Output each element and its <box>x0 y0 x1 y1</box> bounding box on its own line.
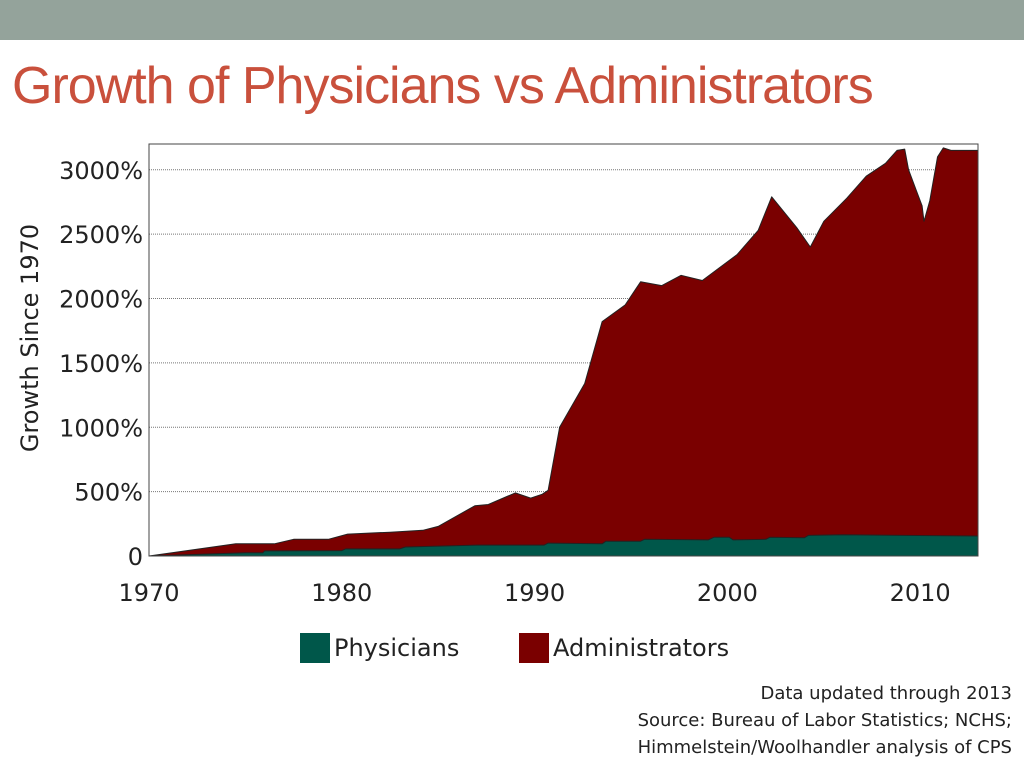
note-line-updated: Data updated through 2013 <box>760 683 1012 704</box>
source-note: Data updated through 2013 Source: Bureau… <box>638 680 1012 761</box>
plot-frame <box>148 143 979 557</box>
page-title: Growth of Physicians vs Administrators <box>12 57 874 115</box>
legend-item-physicians: Physicians <box>300 632 459 664</box>
chart-areas <box>148 147 979 557</box>
x-axis-ticks: 1970 1980 1990 2000 2010 <box>118 579 950 607</box>
y-tick-label: 3000% <box>59 157 143 185</box>
legend-item-administrators: Administrators <box>519 632 729 664</box>
x-tick-label: 1970 <box>118 579 179 607</box>
y-tick-label: 0 <box>128 543 143 571</box>
x-tick-label: 2010 <box>890 579 951 607</box>
area-administrators <box>148 147 979 557</box>
area-physicians <box>148 534 979 557</box>
physicians-swatch <box>300 633 330 663</box>
note-line-source: Source: Bureau of Labor Statistics; NCHS… <box>637 710 1012 731</box>
y-tick-label: 2000% <box>59 286 143 314</box>
x-tick-label: 2000 <box>697 579 758 607</box>
y-axis-label: Growth Since 1970 <box>16 224 44 452</box>
y-tick-label: 2500% <box>59 221 143 249</box>
y-tick-label: 1500% <box>59 350 143 378</box>
y-tick-label: 1000% <box>59 414 143 442</box>
x-tick-label: 1990 <box>504 579 565 607</box>
legend-label-physicians: Physicians <box>334 634 460 662</box>
legend-label-administrators: Administrators <box>553 634 730 662</box>
y-tick-label: 500% <box>74 479 143 507</box>
note-line-analysis: Himmelstein/Woolhandler analysis of CPS <box>637 737 1012 758</box>
top-accent-bar <box>0 0 1024 40</box>
administrators-swatch <box>519 633 549 663</box>
y-axis-ticks: 0 500% 1000% 1500% 2000% 2500% 3000% <box>59 157 143 571</box>
x-tick-label: 1980 <box>311 579 372 607</box>
